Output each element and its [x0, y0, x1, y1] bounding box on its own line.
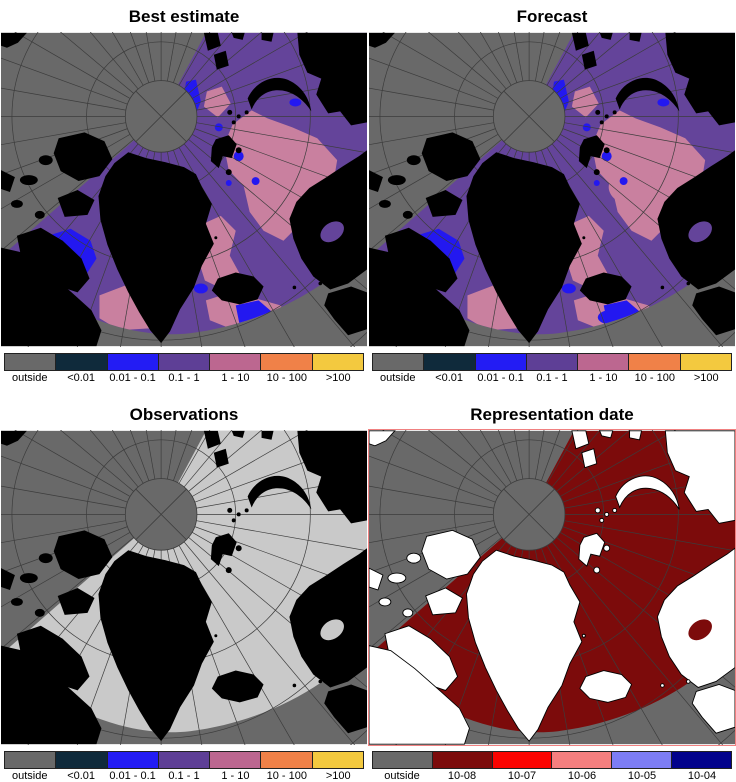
colorbar-label: outside: [11, 372, 48, 384]
colorbar-swatches: [4, 751, 364, 769]
map-wrap: [1, 430, 367, 745]
colorbar-label: 1 - 10: [221, 372, 250, 384]
colorbar-swatch: [577, 354, 629, 370]
panel-observations: Observations outside <0.01 0.01 - 0.1 0.1 -…: [0, 384, 368, 782]
colorbar-swatches: [4, 353, 364, 371]
colorbar-label: 1 - 10: [221, 770, 250, 782]
panel-representation-date: Representation date outside 10-08 10-07 10-…: [368, 384, 736, 782]
white-sea-bay: [688, 221, 712, 243]
colorbar-swatch: [260, 354, 312, 370]
colorbar-swatch: [311, 354, 363, 370]
colorbar-label: outside: [384, 770, 420, 782]
colorbar-labels: outside <0.01 0.01 - 0.1 0.1 - 1 1 - 10 10 - …: [372, 372, 732, 384]
colorbar-swatch: [106, 752, 158, 768]
map-wrap: [369, 32, 735, 347]
colorbar-label: outside: [11, 770, 48, 782]
colorbar-swatch: [209, 354, 261, 370]
colorbar-swatch: [671, 752, 731, 768]
colorbar-swatch: [157, 354, 210, 370]
colorbar-label: 10 - 100: [634, 372, 675, 384]
colorbar-swatches: [372, 353, 732, 371]
colorbar-label: 0.01 - 0.1: [109, 770, 156, 782]
white-sea-bay: [320, 221, 344, 243]
colorbar-swatch: [611, 752, 672, 768]
pole-hole: [492, 478, 566, 551]
colorbar-swatch: [5, 354, 56, 370]
colorbar-label: 1 - 10: [589, 372, 618, 384]
colorbar-label: 10-04: [687, 770, 717, 782]
colorbar-swatch: [311, 752, 363, 768]
map-forecast: [369, 32, 735, 347]
colorbar-labels: outside <0.01 0.01 - 0.1 0.1 - 1 1 - 10 10 - …: [4, 372, 364, 384]
colorbar-swatches: [372, 751, 732, 769]
panel-title-best-estimate: Best estimate: [128, 7, 240, 26]
colorbar-label: >100: [325, 770, 351, 782]
colorbar-label: 10-05: [627, 770, 657, 782]
colorbar-labels: outside 10-08 10-07 10-06 10-05 10-04: [372, 770, 732, 782]
map-representation-date: [368, 429, 736, 746]
colorbar-label: 0.01 - 0.1: [477, 372, 524, 384]
colorbar-swatch: [373, 354, 424, 370]
colorbar-label: <0.01: [67, 770, 96, 782]
colorbar-label: outside: [379, 372, 416, 384]
colorbar-concentration: outside <0.01 0.01 - 0.1 0.1 - 1 1 - 10 10 - …: [372, 353, 732, 384]
colorbar-swatch: [157, 752, 210, 768]
pole-hole: [124, 80, 198, 153]
colorbar-swatch: [628, 354, 680, 370]
colorbar-label: 10-07: [507, 770, 537, 782]
panel-title-representation-date: Representation date: [470, 405, 634, 424]
colorbar-swatch: [679, 354, 731, 370]
colorbar-swatch: [551, 752, 612, 768]
colorbar-label: >100: [325, 372, 351, 384]
pole-hole: [124, 478, 198, 551]
colorbar-swatch: [525, 354, 578, 370]
colorbar-swatch: [474, 354, 526, 370]
map-wrap: [1, 32, 367, 347]
white-sea-bay: [320, 619, 344, 641]
map-observations: [1, 430, 367, 745]
panel-best-estimate: Best estimate outside <0.01 0.01 - 0.1 0.1 …: [0, 0, 368, 384]
colorbar-label: 0.1 - 1: [536, 372, 568, 384]
panel-title-forecast: Forecast: [516, 7, 588, 26]
map-wrap: [368, 429, 736, 746]
colorbar-concentration: outside <0.01 0.01 - 0.1 0.1 - 1 1 - 10 10 - …: [4, 751, 364, 782]
colorbar-label: <0.01: [67, 372, 96, 384]
colorbar-swatch: [106, 354, 158, 370]
pole-hole: [492, 80, 566, 153]
colorbar-label: 0.01 - 0.1: [109, 372, 156, 384]
colorbar-label: 10-06: [567, 770, 597, 782]
colorbar-label: 10 - 100: [266, 372, 307, 384]
colorbar-label: 0.1 - 1: [168, 770, 200, 782]
colorbar-swatch: [55, 752, 107, 768]
colorbar-label: >100: [693, 372, 719, 384]
colorbar-label: <0.01: [435, 372, 464, 384]
panel-title-observations: Observations: [129, 405, 239, 424]
white-sea-bay: [688, 619, 712, 641]
colorbar-label: 10 - 100: [266, 770, 307, 782]
colorbar-concentration: outside <0.01 0.01 - 0.1 0.1 - 1 1 - 10 10 - …: [4, 353, 364, 384]
colorbar-swatch: [260, 752, 312, 768]
colorbar-label: 10-08: [447, 770, 477, 782]
map-best-estimate: [1, 32, 367, 347]
colorbar-date: outside 10-08 10-07 10-06 10-05 10-04: [372, 751, 732, 782]
colorbar-swatch: [55, 354, 107, 370]
colorbar-swatch: [209, 752, 261, 768]
colorbar-swatch: [423, 354, 475, 370]
colorbar-labels: outside <0.01 0.01 - 0.1 0.1 - 1 1 - 10 10 - …: [4, 770, 364, 782]
colorbar-swatch: [5, 752, 56, 768]
colorbar-label: 0.1 - 1: [168, 372, 200, 384]
colorbar-swatch: [491, 752, 552, 768]
colorbar-swatch: [431, 752, 492, 768]
panel-forecast: Forecast outside <0.01 0.01 - 0.1 0.1 - 1 1 …: [368, 0, 736, 384]
colorbar-swatch: [373, 752, 432, 768]
